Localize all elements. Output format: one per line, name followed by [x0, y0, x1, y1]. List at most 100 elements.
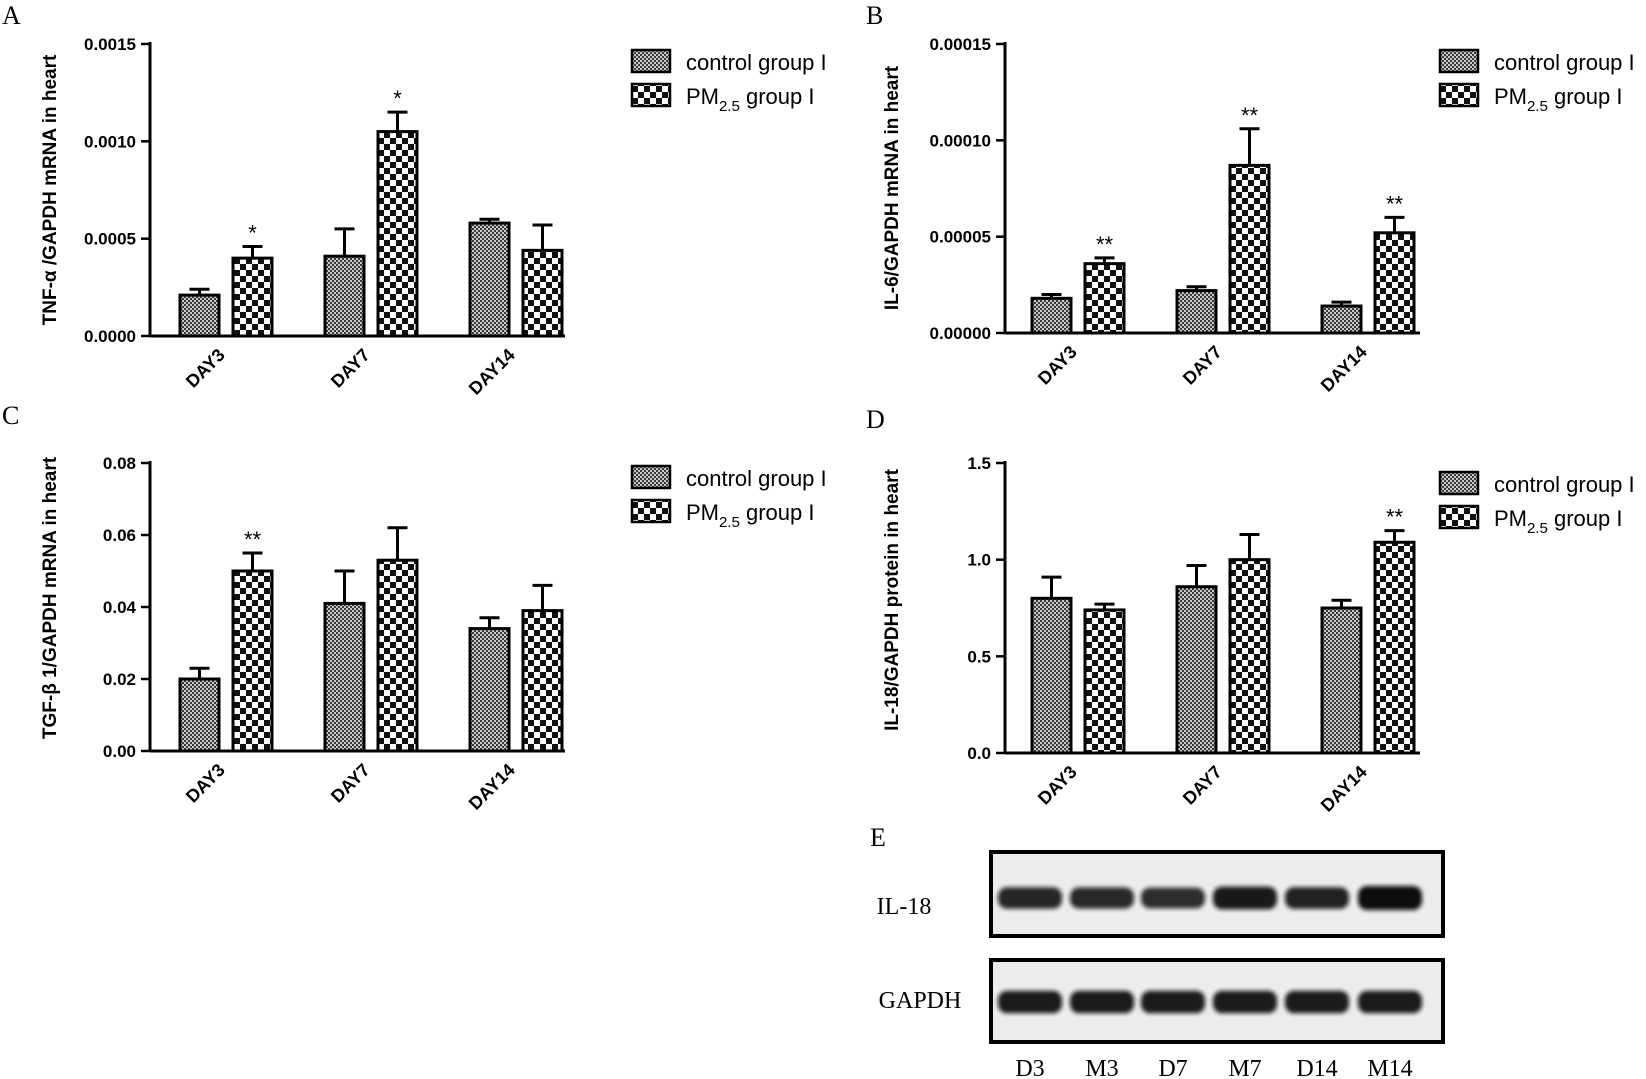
plot-area: 0.00000 0.00005 0.00010 0.00015 ** DAY3 ** DAY7…	[930, 35, 1420, 396]
blot-band	[1213, 886, 1277, 910]
bar-control-day14	[1320, 606, 1363, 755]
legend-label-pm25: PM2.5 group I	[1494, 506, 1622, 537]
bar-control-day14	[468, 627, 511, 753]
blot-band	[1070, 990, 1134, 1014]
significance-marker: *	[248, 220, 257, 245]
y-tick-label: 0.00005	[930, 228, 991, 247]
lane-label: D14	[1296, 1056, 1337, 1079]
bar-control-day3	[1030, 596, 1073, 755]
x-tick-label: DAY7	[1179, 762, 1226, 809]
blot-band	[1141, 887, 1205, 909]
legend-swatch-pm25	[630, 82, 672, 108]
bar-control-day14	[468, 221, 511, 338]
bar-control-day3	[178, 677, 221, 753]
legend-swatch-control	[1438, 470, 1480, 496]
y-tick-label: 0.08	[103, 454, 136, 473]
significance-marker: *	[393, 86, 402, 111]
y-tick-label: 0.0005	[84, 230, 136, 249]
panel-letter: D	[866, 405, 885, 434]
y-tick-label: 0.0	[967, 744, 991, 763]
lane-label: M14	[1367, 1056, 1412, 1079]
bar-pm25-day7	[1228, 558, 1271, 755]
blot-band	[1358, 886, 1422, 910]
lane-label: M7	[1228, 1056, 1261, 1079]
y-tick-label: 0.06	[103, 526, 136, 545]
legend: control group I PM2.5 group I	[1438, 48, 1635, 115]
significance-marker: **	[1241, 103, 1259, 128]
bar-control-day7	[323, 601, 366, 753]
y-axis-label: IL-6/GAPDH mRNA in heart	[882, 65, 903, 310]
panel-letter: B	[866, 1, 883, 30]
lane-label: D3	[1015, 1056, 1044, 1079]
legend-label-pm25: PM2.5 group I	[686, 500, 814, 531]
x-tick-label: DAY7	[327, 345, 374, 392]
x-tick-label: DAY3	[1034, 762, 1081, 809]
y-tick-label: 0.00	[103, 742, 136, 761]
blot-row-label-il18: IL-18	[877, 894, 932, 920]
blot-bands	[998, 886, 1422, 1014]
bar-pm25-day14	[1373, 540, 1416, 755]
bar-pm25-day7	[376, 130, 419, 338]
significance-marker: **	[244, 527, 262, 552]
bar-pm25-day7	[376, 558, 419, 753]
y-tick-label: 1.5	[967, 454, 991, 473]
panel-letter: E	[870, 823, 886, 852]
bar-control-day3	[178, 293, 221, 338]
blot-row-label-gapdh: GAPDH	[879, 988, 962, 1014]
y-tick-label: 0.00015	[930, 35, 991, 54]
panel-c: C TGF-β 1/GAPDH mRNA in heart 0.00 0.02 0.…	[2, 401, 827, 814]
panel-a: A TNF-α /GAPDH mRNA in heart 0.00000.000…	[2, 1, 827, 399]
plot-area: 0.00 0.02 0.04 0.06 0.08 ** DAY3 DAY7 DAY14	[103, 454, 565, 814]
legend-label-control: control group I	[686, 50, 827, 75]
blot-band	[998, 990, 1062, 1014]
bar-pm25-day14	[521, 248, 564, 338]
legend-label-pm25: PM2.5 group I	[1494, 84, 1622, 115]
legend-label-control: control group I	[686, 466, 827, 491]
legend-label-control: control group I	[1494, 472, 1635, 497]
lane-label: D7	[1158, 1056, 1187, 1079]
bar-control-day3	[1030, 296, 1073, 335]
y-tick-label: 0.04	[103, 598, 137, 617]
panel-d: D IL-18/GAPDH protein in heart 0.0 0.5 1.0…	[866, 405, 1635, 816]
plot-area: 0.0000 0.0005 0.0010 0.0015 * DAY3 * DAY7 DAY14	[84, 35, 565, 399]
bar-pm25-day3	[1083, 608, 1126, 755]
blot-band	[998, 887, 1062, 909]
legend-label-control: control group I	[1494, 50, 1635, 75]
y-tick-label: 0.0010	[84, 132, 136, 151]
panel-letter: C	[2, 401, 19, 430]
blot-band	[1285, 887, 1349, 909]
legend-swatch-control	[630, 464, 672, 490]
significance-marker: **	[1386, 191, 1404, 216]
bar-pm25-day3	[1083, 262, 1126, 335]
y-tick-label: 1.0	[967, 551, 991, 570]
y-tick-label: 0.00000	[930, 324, 991, 343]
bar-control-day7	[1175, 585, 1218, 755]
legend-swatch-pm25	[1438, 504, 1480, 530]
legend: control group I PM2.5 group I	[630, 48, 827, 115]
legend: control group I PM2.5 group I	[630, 464, 827, 531]
x-tick-label: DAY14	[465, 760, 519, 814]
x-tick-label: DAY3	[1034, 342, 1081, 389]
blot-band	[1141, 990, 1205, 1014]
y-axis-label: TGF-β 1/GAPDH mRNA in heart	[40, 456, 61, 739]
lane-label: M3	[1085, 1056, 1118, 1079]
panel-e-western-blot: E IL-18 GAPDH D3 M3 D7 M7 D14 M14	[870, 823, 1445, 1079]
bar-pm25-day7	[1228, 163, 1271, 335]
bar-pm25-day14	[521, 609, 564, 753]
significance-marker: **	[1096, 232, 1114, 257]
legend-swatch-pm25	[630, 498, 672, 524]
legend-label-pm25: PM2.5 group I	[686, 84, 814, 115]
y-tick-label: 0.02	[103, 670, 136, 689]
y-tick-label: 0.00010	[930, 131, 991, 150]
y-axis-label: TNF-α /GAPDH mRNA in heart	[40, 54, 61, 325]
x-tick-label: DAY14	[465, 345, 519, 399]
bar-pm25-day3	[231, 569, 274, 753]
blot-band	[1285, 990, 1349, 1014]
x-tick-label: DAY7	[1179, 342, 1226, 389]
blot-band	[1213, 990, 1277, 1014]
blot-band	[1070, 887, 1134, 909]
legend-swatch-control	[1438, 48, 1480, 74]
x-tick-label: DAY14	[1317, 762, 1371, 816]
legend: control group I PM2.5 group I	[1438, 470, 1635, 537]
